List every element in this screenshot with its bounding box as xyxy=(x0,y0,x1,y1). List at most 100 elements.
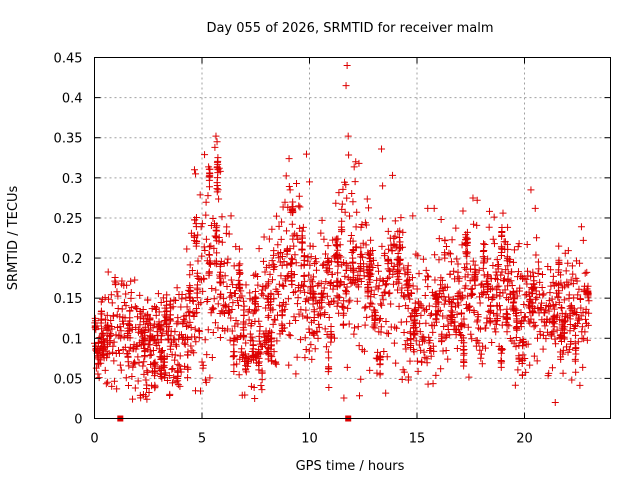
data-point xyxy=(141,337,149,345)
data-point xyxy=(523,280,531,288)
data-point xyxy=(351,324,358,332)
data-point xyxy=(480,247,488,255)
data-point xyxy=(145,389,153,397)
data-point xyxy=(475,339,483,347)
data-point xyxy=(176,382,184,390)
data-point xyxy=(307,253,315,261)
data-point xyxy=(190,349,198,357)
data-point xyxy=(352,243,360,251)
data-point xyxy=(572,350,580,358)
data-point xyxy=(297,336,305,344)
data-point xyxy=(389,171,397,179)
data-point xyxy=(117,366,125,374)
data-point xyxy=(516,284,524,292)
data-point xyxy=(426,311,434,319)
y-tick-label: 0.05 xyxy=(54,372,83,387)
data-point xyxy=(425,302,433,310)
data-point xyxy=(275,280,283,288)
data-point xyxy=(278,252,286,260)
data-point xyxy=(232,316,240,324)
data-point xyxy=(469,290,477,298)
data-point xyxy=(375,316,383,324)
data-point xyxy=(560,296,568,304)
data-point xyxy=(360,347,368,355)
data-point xyxy=(519,342,527,350)
data-point xyxy=(280,324,288,332)
data-point xyxy=(399,243,407,251)
data-point xyxy=(337,279,345,287)
data-point xyxy=(140,358,148,366)
data-point xyxy=(265,235,273,243)
data-point xyxy=(569,309,577,317)
data-point xyxy=(309,273,317,281)
data-point xyxy=(346,296,354,304)
data-point xyxy=(174,360,182,368)
data-point xyxy=(519,336,527,344)
data-point xyxy=(530,277,538,285)
data-point xyxy=(195,334,203,342)
data-point xyxy=(290,313,298,321)
data-point xyxy=(181,340,189,348)
data-point xyxy=(369,323,377,331)
data-point xyxy=(230,352,238,360)
data-point xyxy=(251,287,259,295)
data-point xyxy=(346,212,354,220)
data-point xyxy=(370,290,378,298)
data-point xyxy=(502,310,510,318)
data-point xyxy=(183,303,191,311)
data-point xyxy=(567,338,575,346)
data-point xyxy=(159,363,167,371)
data-point xyxy=(108,299,116,307)
data-point xyxy=(391,232,399,240)
data-point xyxy=(504,311,512,319)
data-point xyxy=(408,290,416,298)
data-point xyxy=(497,363,505,371)
data-point xyxy=(289,203,297,211)
data-point xyxy=(242,368,250,376)
data-point xyxy=(424,273,432,281)
data-point xyxy=(340,309,348,317)
data-point xyxy=(466,302,474,310)
data-point xyxy=(228,327,236,335)
data-point xyxy=(513,292,521,300)
data-point xyxy=(250,271,258,279)
data-point xyxy=(197,223,205,231)
data-point xyxy=(414,252,422,260)
data-point xyxy=(453,345,461,353)
data-point xyxy=(561,323,569,331)
data-point xyxy=(118,277,126,285)
data-point xyxy=(96,334,104,342)
data-point xyxy=(424,204,432,212)
data-point xyxy=(224,325,232,333)
data-point xyxy=(335,252,343,260)
data-point xyxy=(122,374,130,382)
data-point xyxy=(286,332,294,340)
data-point xyxy=(314,334,322,342)
data-point xyxy=(228,306,236,314)
data-point xyxy=(432,371,440,379)
data-point xyxy=(210,305,218,313)
data-point xyxy=(438,330,446,338)
data-point xyxy=(376,315,384,323)
data-point xyxy=(533,234,541,242)
data-point xyxy=(166,390,174,398)
data-point xyxy=(377,300,385,308)
data-point xyxy=(578,323,586,331)
data-point xyxy=(126,307,134,315)
data-point xyxy=(384,227,392,235)
data-point xyxy=(140,328,148,336)
data-point xyxy=(293,353,301,361)
data-point xyxy=(585,309,593,317)
data-point xyxy=(478,360,486,368)
data-point xyxy=(103,311,111,319)
data-point xyxy=(181,317,189,325)
data-point xyxy=(248,333,256,341)
data-point xyxy=(182,322,190,330)
data-point xyxy=(312,266,320,274)
data-point xyxy=(305,271,313,279)
data-point xyxy=(548,329,556,337)
data-point xyxy=(282,300,290,308)
data-point xyxy=(205,268,213,276)
data-point xyxy=(290,270,298,278)
data-point xyxy=(190,166,198,174)
